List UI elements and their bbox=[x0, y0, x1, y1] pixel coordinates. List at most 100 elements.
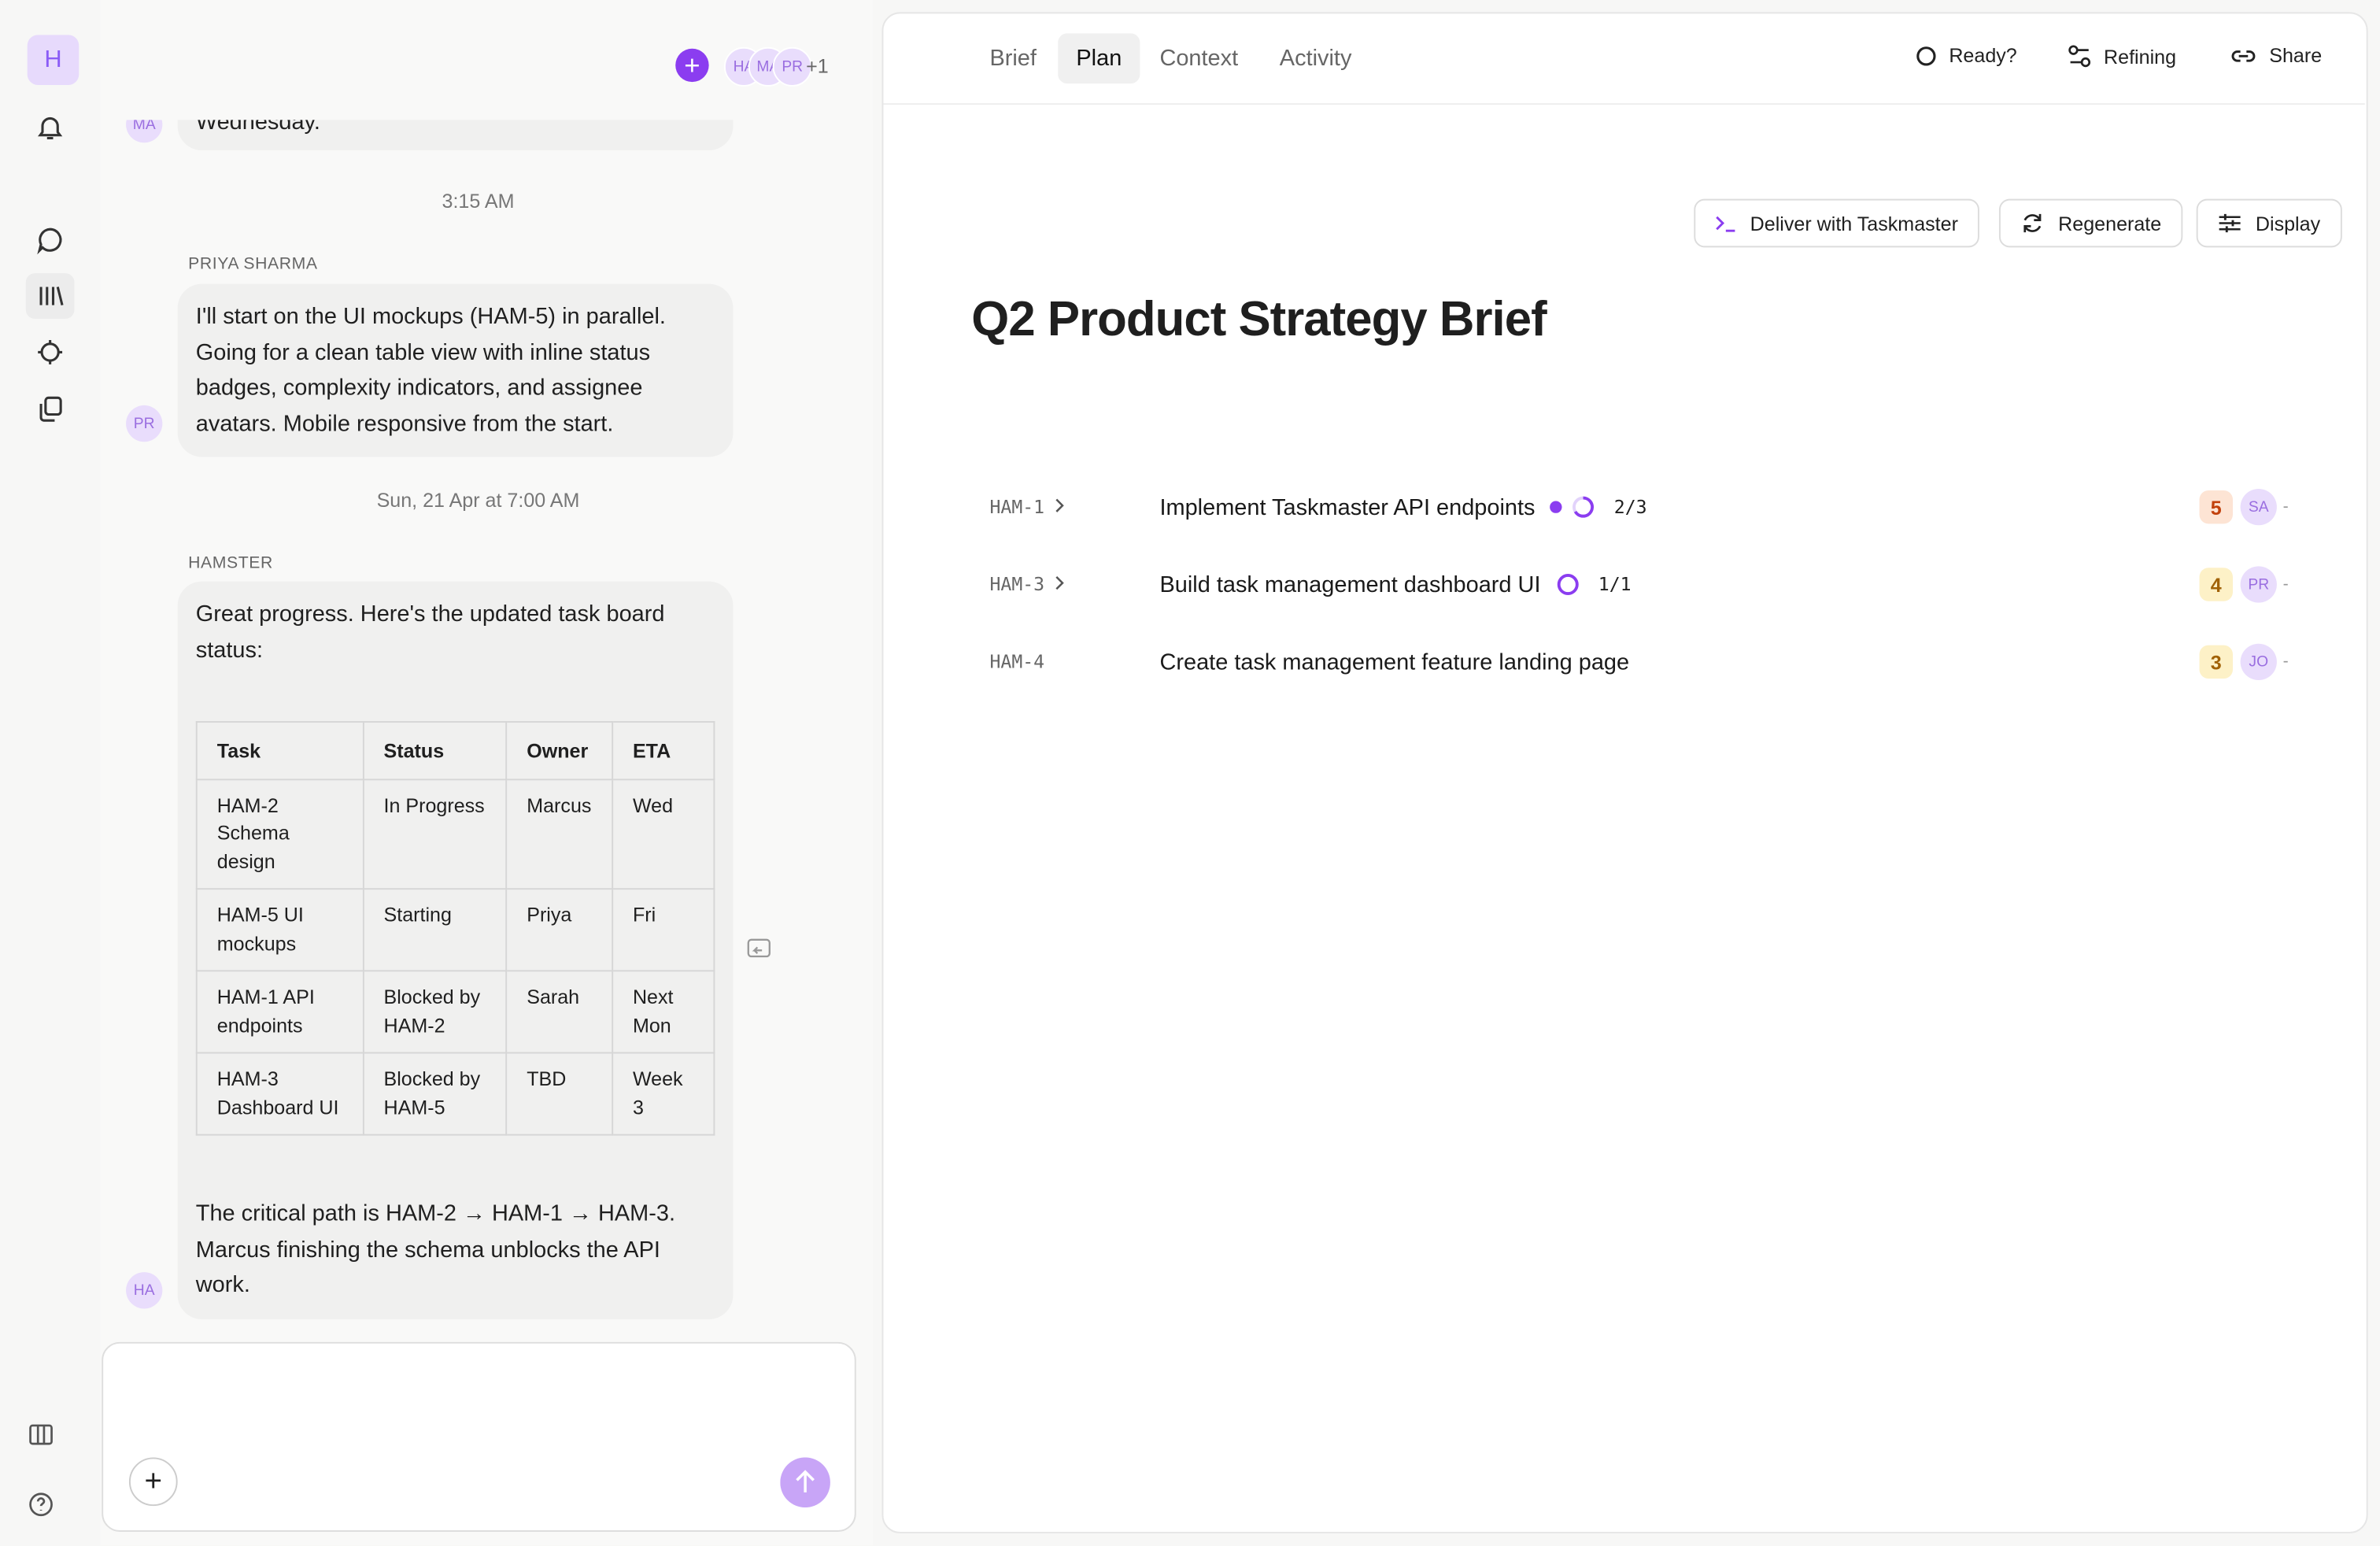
progress-indicator: 1/1 bbox=[1556, 572, 1632, 597]
help-icon[interactable] bbox=[28, 1491, 55, 1518]
message-text: I'll start on the UI mockups (HAM-5) in … bbox=[195, 303, 666, 437]
assignee-avatar: PR bbox=[2240, 566, 2277, 603]
button-label: Deliver with Taskmaster bbox=[1750, 212, 1958, 235]
table-header-row: Task Status Owner ETA bbox=[195, 721, 715, 780]
logo[interactable]: H bbox=[27, 35, 79, 86]
task-row[interactable]: HAM-4 Create task management feature land… bbox=[989, 639, 2295, 685]
table-cell: Wed bbox=[611, 778, 715, 890]
table-cell: HAM-1 API endpoints bbox=[195, 970, 364, 1054]
table-cell: HAM-3 Dashboard UI bbox=[195, 1052, 364, 1136]
task-row[interactable]: HAM-3 Build task management dashboard UI 1… bbox=[989, 562, 2295, 608]
timestamp: 3:15 AM bbox=[442, 190, 515, 213]
message-text: The critical path is HAM-2 → HAM-1 → HAM… bbox=[195, 1200, 676, 1298]
button-label: Regenerate bbox=[2058, 212, 2162, 235]
more-indicator: - bbox=[2282, 575, 2289, 594]
regenerate-button[interactable]: Regenerate bbox=[1998, 198, 2183, 248]
table-header-cell: Status bbox=[362, 721, 508, 780]
progress-count: 1/1 bbox=[1598, 574, 1632, 596]
table-row: HAM-1 API endpoints Blocked by HAM-2 Sarah… bbox=[195, 970, 715, 1054]
table-header-cell: ETA bbox=[611, 721, 715, 780]
avatar: HA bbox=[126, 1272, 163, 1309]
author: HAMSTER bbox=[188, 553, 273, 573]
refining-button[interactable]: Refining bbox=[2068, 44, 2176, 68]
table-cell: Blocked by HAM-2 bbox=[362, 970, 508, 1054]
reply-icon[interactable] bbox=[745, 937, 773, 961]
message-bubble: Great progress. Here's the updated task … bbox=[177, 581, 734, 1319]
table-header-cell: Owner bbox=[505, 721, 613, 780]
message-text: Great progress. Here's the updated task … bbox=[195, 601, 665, 663]
deliver-button[interactable]: Deliver with Taskmaster bbox=[1694, 198, 1979, 248]
author: PRIYA SHARMA bbox=[188, 255, 318, 274]
table-row: HAM-3 Dashboard UI Blocked by HAM-5 TBD Wee… bbox=[195, 1052, 715, 1136]
button-label: Display bbox=[2255, 212, 2321, 235]
table-cell: In Progress bbox=[362, 778, 508, 890]
divider bbox=[883, 103, 2365, 105]
attach-button[interactable]: + bbox=[128, 1457, 178, 1507]
avatar: PR bbox=[126, 405, 163, 442]
add-member-button[interactable]: + bbox=[675, 48, 709, 83]
ready-button[interactable]: Ready? bbox=[1916, 44, 2017, 67]
complexity-badge: 3 bbox=[2199, 645, 2233, 679]
table-row: HAM-2 Schema design In Progress Marcus Wed bbox=[195, 778, 715, 890]
chat-icon[interactable] bbox=[35, 224, 65, 255]
tab[interactable]: Context bbox=[1159, 45, 1239, 72]
status-table: Task Status Owner ETA HAM-2 Schema design In … bbox=[195, 721, 715, 1136]
message-bubble: I'll start on the UI mockups (HAM-5) in … bbox=[177, 283, 734, 457]
tab[interactable]: Brief bbox=[989, 45, 1037, 72]
task-title: Build task management dashboard UI bbox=[1159, 571, 1541, 597]
action-label: Ready? bbox=[1949, 43, 2017, 67]
display-button[interactable]: Display bbox=[2196, 198, 2342, 248]
more-indicator: - bbox=[2282, 653, 2289, 671]
assignee-avatar: SA bbox=[2240, 489, 2277, 526]
panel-icon[interactable] bbox=[28, 1421, 55, 1448]
composer[interactable]: + bbox=[102, 1341, 856, 1532]
assignee-avatar: JO bbox=[2240, 643, 2277, 681]
table-cell: HAM-2 Schema design bbox=[195, 778, 364, 890]
table-cell: TBD bbox=[505, 1052, 613, 1136]
action-label: Refining bbox=[2104, 44, 2177, 68]
table-row: HAM-5 UI mockups Starting Priya Fri bbox=[195, 888, 715, 972]
target-icon[interactable] bbox=[35, 337, 65, 368]
table-cell: HAM-5 UI mockups bbox=[195, 888, 364, 972]
library-icon[interactable] bbox=[35, 281, 65, 312]
progress-count: 2/3 bbox=[1613, 496, 1647, 518]
document-title: Q2 Product Strategy Brief bbox=[971, 291, 1547, 346]
tab[interactable]: Activity bbox=[1279, 45, 1352, 72]
task-row[interactable]: HAM-1 Implement Taskmaster API endpoints 2… bbox=[989, 484, 2295, 530]
send-button[interactable] bbox=[780, 1457, 830, 1508]
chat-content: Wednesday. MA + HA MA PR +1 3:15 AM PRIY… bbox=[100, 0, 873, 1545]
table-cell: Marcus bbox=[505, 778, 613, 890]
table-cell: Next Mon bbox=[611, 970, 715, 1054]
table-cell: Priya bbox=[505, 888, 613, 972]
table-cell: Starting bbox=[362, 888, 508, 972]
action-label: Share bbox=[2269, 43, 2323, 67]
table-cell: Sarah bbox=[505, 970, 613, 1054]
table-header-cell: Task bbox=[195, 721, 364, 780]
member-avatar: PR bbox=[772, 46, 812, 87]
task-id: HAM-4 bbox=[989, 651, 1159, 672]
complexity-badge: 5 bbox=[2199, 490, 2233, 524]
bell-icon[interactable] bbox=[35, 113, 65, 143]
expand-chevron[interactable] bbox=[1054, 574, 1066, 595]
member-count: +1 bbox=[806, 54, 829, 78]
table-cell: Fri bbox=[611, 888, 715, 972]
task-id-text: HAM-1 bbox=[989, 496, 1045, 518]
copy-icon[interactable] bbox=[35, 394, 65, 424]
tab-active[interactable]: Plan bbox=[1058, 33, 1140, 84]
share-button[interactable]: Share bbox=[2230, 44, 2322, 67]
table-cell: Blocked by HAM-5 bbox=[362, 1052, 508, 1136]
complexity-badge: 4 bbox=[2199, 568, 2233, 601]
more-indicator: - bbox=[2282, 497, 2289, 516]
progress-indicator: 2/3 bbox=[1550, 495, 1647, 520]
task-title: Implement Taskmaster API endpoints bbox=[1159, 494, 1536, 520]
chat-panel: Wednesday. MA + HA MA PR +1 3:15 AM PRIY… bbox=[100, 0, 873, 1546]
task-id: HAM-3 bbox=[989, 574, 1159, 595]
expand-chevron[interactable] bbox=[1054, 497, 1066, 518]
document-panel bbox=[881, 12, 2368, 1533]
task-title: Create task management feature landing p… bbox=[1159, 649, 1630, 675]
task-id-text: HAM-4 bbox=[989, 651, 1045, 673]
timestamp: Sun, 21 Apr at 7:00 AM bbox=[376, 489, 580, 512]
table-cell: Week 3 bbox=[611, 1052, 715, 1136]
